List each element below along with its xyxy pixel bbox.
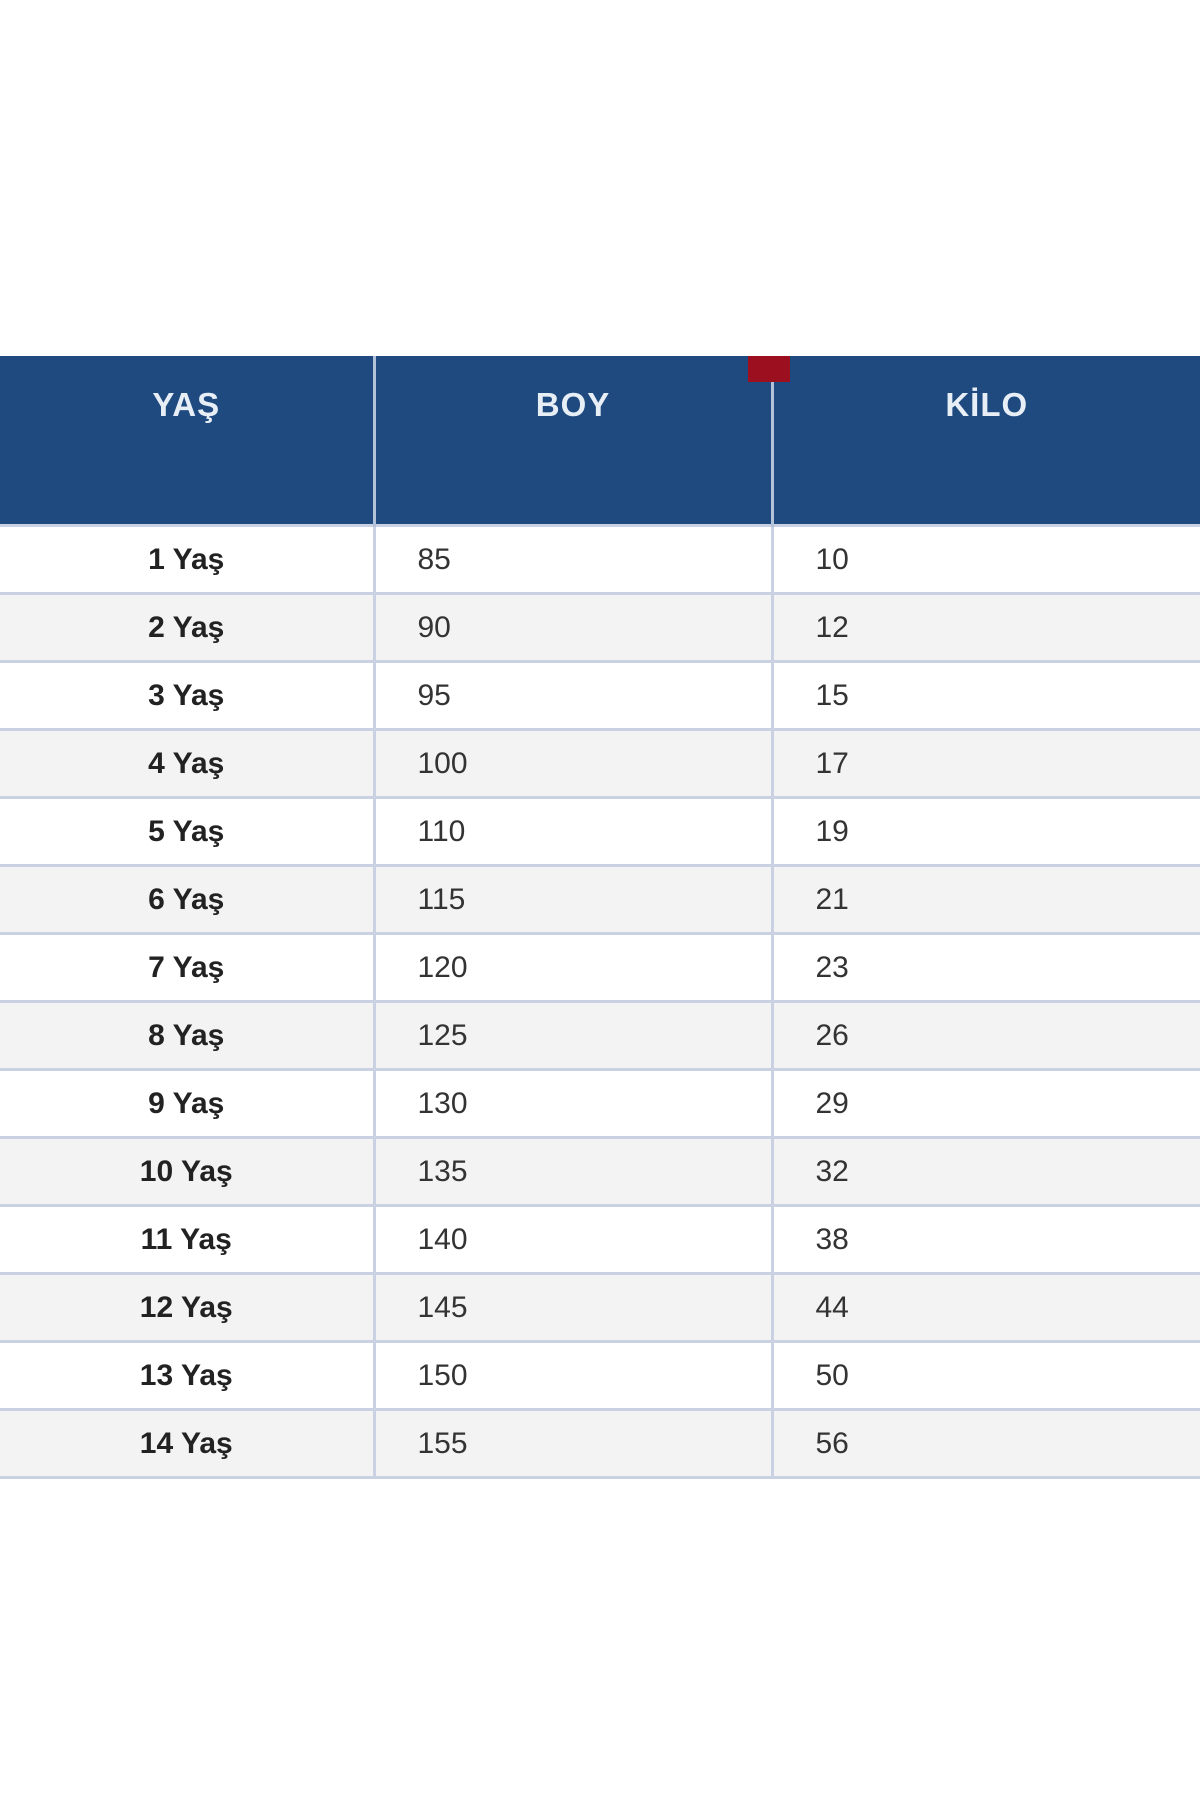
age-cell: 10 Yaş — [0, 1136, 374, 1206]
weight-cell: 15 — [770, 660, 1200, 730]
weight-cell: 44 — [770, 1272, 1200, 1342]
height-cell: 125 — [372, 1000, 772, 1070]
height-cell: 90 — [372, 592, 772, 662]
height-cell: 150 — [372, 1340, 772, 1410]
weight-cell: 29 — [770, 1068, 1200, 1138]
size-chart-table: YAŞ BOY KİLO 1 Yaş 85 10 2 Yaş 90 12 3 Yaş 95… — [0, 356, 1200, 1479]
height-cell: 85 — [372, 524, 772, 594]
header-height: BOY — [372, 356, 772, 526]
weight-cell: 38 — [770, 1204, 1200, 1274]
table-row: 3 Yaş 95 15 — [0, 660, 1200, 730]
table-row: 9 Yaş 130 29 — [0, 1068, 1200, 1138]
weight-cell: 21 — [770, 864, 1200, 934]
table-row: 14 Yaş 155 56 — [0, 1408, 1200, 1479]
header-age: YAŞ — [0, 356, 374, 526]
height-cell: 140 — [372, 1204, 772, 1274]
table-row: 8 Yaş 125 26 — [0, 1000, 1200, 1070]
weight-cell: 23 — [770, 932, 1200, 1002]
table-row: 1 Yaş 85 10 — [0, 524, 1200, 594]
header-weight: KİLO — [747, 356, 1200, 526]
age-cell: 9 Yaş — [0, 1068, 374, 1138]
table-row: 12 Yaş 145 44 — [0, 1272, 1200, 1342]
age-cell: 1 Yaş — [0, 524, 374, 594]
weight-cell: 10 — [770, 524, 1200, 594]
age-cell: 14 Yaş — [0, 1408, 374, 1479]
height-cell: 95 — [372, 660, 772, 730]
height-cell: 110 — [372, 796, 772, 866]
age-cell: 7 Yaş — [0, 932, 374, 1002]
table-row: 5 Yaş 110 19 — [0, 796, 1200, 866]
height-cell: 120 — [372, 932, 772, 1002]
height-cell: 145 — [372, 1272, 772, 1342]
weight-cell: 19 — [770, 796, 1200, 866]
age-cell: 12 Yaş — [0, 1272, 374, 1342]
age-cell: 13 Yaş — [0, 1340, 374, 1410]
age-cell: 5 Yaş — [0, 796, 374, 866]
table-header: YAŞ BOY KİLO — [0, 356, 1200, 526]
corner-marker — [747, 356, 790, 382]
table-row: 13 Yaş 150 50 — [0, 1340, 1200, 1410]
height-cell: 135 — [372, 1136, 772, 1206]
age-cell: 4 Yaş — [0, 728, 374, 798]
weight-cell: 17 — [770, 728, 1200, 798]
height-cell: 100 — [372, 728, 772, 798]
table-body: 1 Yaş 85 10 2 Yaş 90 12 3 Yaş 95 15 4 Yaş 100 17… — [0, 524, 1200, 1479]
height-cell: 130 — [372, 1068, 772, 1138]
table-row: 2 Yaş 90 12 — [0, 592, 1200, 662]
age-cell: 6 Yaş — [0, 864, 374, 934]
weight-cell: 56 — [770, 1408, 1200, 1479]
table-row: 10 Yaş 135 32 — [0, 1136, 1200, 1206]
table-row: 7 Yaş 120 23 — [0, 932, 1200, 1002]
weight-cell: 32 — [770, 1136, 1200, 1206]
age-cell: 8 Yaş — [0, 1000, 374, 1070]
header-weight-label: KİLO — [945, 386, 1029, 423]
age-cell: 2 Yaş — [0, 592, 374, 662]
weight-cell: 12 — [770, 592, 1200, 662]
header-row: YAŞ BOY KİLO — [0, 356, 1200, 526]
height-cell: 115 — [372, 864, 772, 934]
height-cell: 155 — [372, 1408, 772, 1479]
weight-cell: 26 — [770, 1000, 1200, 1070]
age-cell: 3 Yaş — [0, 660, 374, 730]
table-row: 11 Yaş 140 38 — [0, 1204, 1200, 1274]
age-cell: 11 Yaş — [0, 1204, 374, 1274]
weight-cell: 50 — [770, 1340, 1200, 1410]
table-row: 6 Yaş 115 21 — [0, 864, 1200, 934]
table-row: 4 Yaş 100 17 — [0, 728, 1200, 798]
